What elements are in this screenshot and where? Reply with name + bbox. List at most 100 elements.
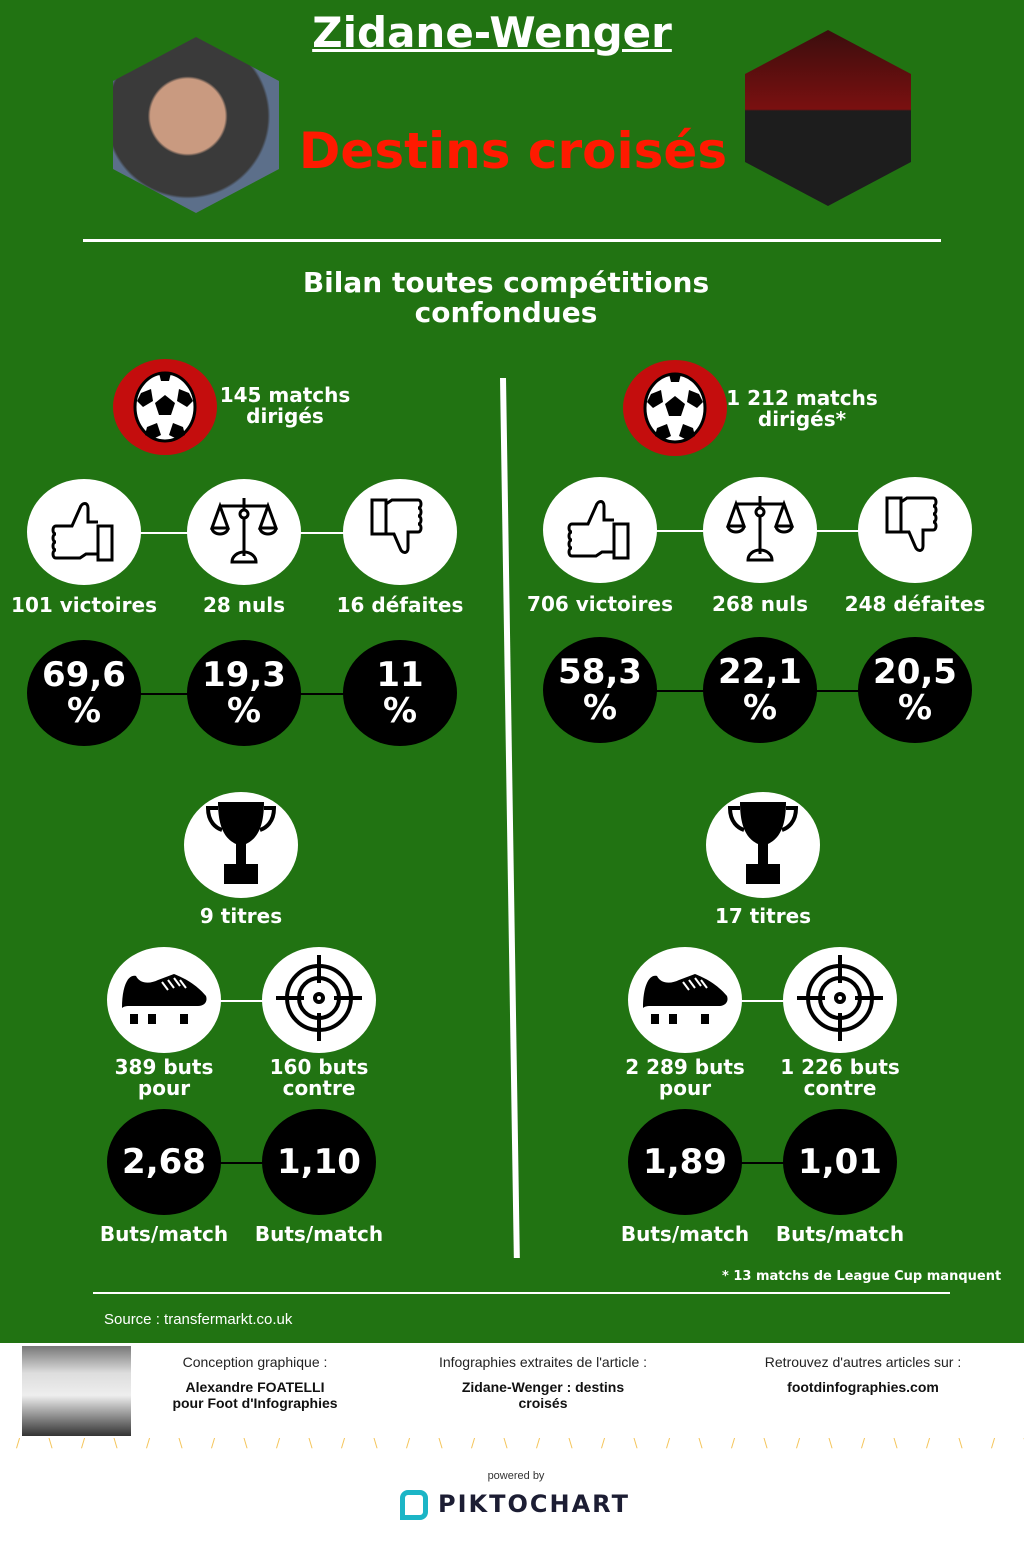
result-label: 248 défaites xyxy=(844,592,986,616)
thumbs-down-circle xyxy=(858,477,972,583)
thumbs-down-icon xyxy=(362,492,438,572)
credits-site-link[interactable]: footdinfographies.com xyxy=(787,1379,939,1395)
divider-bottom xyxy=(93,1292,950,1294)
dash: \ xyxy=(243,1436,248,1450)
goals-average: 1,01 xyxy=(798,1142,882,1182)
goals-average-circle: 1,01 xyxy=(783,1109,897,1215)
powered-by: powered by xyxy=(487,1470,545,1482)
goals-average-unit: Buts/match xyxy=(775,1222,905,1246)
dash: / xyxy=(666,1436,671,1450)
percentage-value: % xyxy=(897,688,933,728)
connector-line xyxy=(685,1162,840,1164)
dash: / xyxy=(601,1436,606,1450)
dash: \ xyxy=(568,1436,573,1450)
dash: / xyxy=(81,1436,86,1450)
goals-text: 160 buts xyxy=(269,1055,369,1079)
goals-average-circle: 2,68 xyxy=(107,1109,221,1215)
thumbs-up-icon xyxy=(562,490,638,570)
goals-label: 160 buts contre xyxy=(270,1057,369,1099)
dash: \ xyxy=(893,1436,898,1450)
dash: / xyxy=(731,1436,736,1450)
divider-top xyxy=(83,239,941,242)
matches-managed: 1 212 matchs dirigés* xyxy=(726,388,877,430)
dash: \ xyxy=(698,1436,703,1450)
thumbs-down-circle xyxy=(343,479,457,585)
subtitle: Destins croisés xyxy=(298,122,728,180)
piktochart-brand[interactable]: PIKTOCHART xyxy=(438,1490,630,1518)
credits-article-label: Infographies extraites de l'article : xyxy=(438,1354,648,1370)
result-label: 16 défaites xyxy=(336,593,464,617)
dash: \ xyxy=(828,1436,833,1450)
dash: / xyxy=(341,1436,346,1450)
credits-article-title-2: croisés xyxy=(518,1395,568,1411)
dash: \ xyxy=(503,1436,508,1450)
trophy-icon xyxy=(205,798,277,892)
goals-average: 2,68 xyxy=(122,1142,206,1182)
boot-icon xyxy=(639,968,731,1032)
section-title-line2: confondues xyxy=(414,296,598,329)
dash: / xyxy=(211,1436,216,1450)
titles-count: 9 titres xyxy=(199,904,283,928)
dash: / xyxy=(926,1436,931,1450)
target-icon xyxy=(795,953,885,1047)
percentage-value: % xyxy=(66,691,102,731)
boot-circle xyxy=(107,947,221,1053)
goals-label: 2 289 buts pour xyxy=(625,1057,745,1099)
matches-text: dirigés xyxy=(246,404,324,428)
dash: \ xyxy=(178,1436,183,1450)
thumbs-up-circle xyxy=(27,479,141,585)
credits-design-label: Conception graphique : xyxy=(182,1354,328,1370)
percentage-value: 58,3 xyxy=(558,652,642,692)
scales-icon xyxy=(722,490,798,570)
scales-icon xyxy=(206,492,282,572)
section-title: Bilan toutes compétitions confondues xyxy=(303,268,709,328)
goals-average: 1,10 xyxy=(277,1142,361,1182)
target-circle xyxy=(783,947,897,1053)
goals-text: 2 289 buts xyxy=(625,1055,745,1079)
percentage-value: 69,6 xyxy=(42,655,126,695)
goals-average-circle: 1,10 xyxy=(262,1109,376,1215)
goals-average-unit: Buts/match xyxy=(99,1222,229,1246)
result-label: 28 nuls xyxy=(202,593,286,617)
target-circle xyxy=(262,947,376,1053)
target-icon xyxy=(274,953,364,1047)
credits-design: Conception graphique : Alexandre FOATELL… xyxy=(172,1354,337,1411)
result-label: 268 nuls xyxy=(712,592,808,616)
piktochart-logo-icon xyxy=(400,1490,428,1520)
result-label: 101 victoires xyxy=(11,593,157,617)
goals-text: pour xyxy=(137,1076,191,1100)
dash: \ xyxy=(373,1436,378,1450)
percentage-value: % xyxy=(582,688,618,728)
matches-text: 1 212 matchs xyxy=(726,386,878,410)
percentage-value: 20,5 xyxy=(873,652,957,692)
percentage-circle: 19,3% xyxy=(187,640,301,746)
trophy-circle xyxy=(184,792,298,898)
dash-divider: /\/\/\/\/\/\/\/\/\/\/\/\/\/\/\/\ xyxy=(0,1436,1024,1450)
percentage-circle: 22,1% xyxy=(703,637,817,743)
football-icon xyxy=(113,359,217,455)
percentage-circle: 20,5% xyxy=(858,637,972,743)
section-title-line1: Bilan toutes compétitions xyxy=(302,266,710,299)
connector-line xyxy=(685,1000,840,1002)
boot-circle xyxy=(628,947,742,1053)
dash: \ xyxy=(633,1436,638,1450)
credits-site-label: Retrouvez d'autres articles sur : xyxy=(764,1354,962,1370)
credits-site: Retrouvez d'autres articles sur : footdi… xyxy=(765,1354,961,1395)
title: Zidane-Wenger xyxy=(312,8,672,57)
source: Source : transfermarkt.co.uk xyxy=(104,1311,293,1328)
percentage-value: % xyxy=(382,691,418,731)
credits-design-name: Alexandre FOATELLI xyxy=(185,1379,325,1395)
scales-circle xyxy=(703,477,817,583)
credits-design-org: pour Foot d'Infographies xyxy=(172,1395,338,1411)
wenger-photo xyxy=(745,30,911,206)
goals-text: 389 buts xyxy=(114,1055,214,1079)
dash: \ xyxy=(958,1436,963,1450)
percentage-value: 19,3 xyxy=(202,655,286,695)
dash: \ xyxy=(113,1436,118,1450)
goals-average-unit: Buts/match xyxy=(254,1222,384,1246)
thumbs-down-icon xyxy=(877,490,953,570)
percentage-value: 22,1 xyxy=(718,652,802,692)
scales-circle xyxy=(187,479,301,585)
dash: / xyxy=(146,1436,151,1450)
matches-managed: 145 matchs dirigés xyxy=(220,385,351,427)
